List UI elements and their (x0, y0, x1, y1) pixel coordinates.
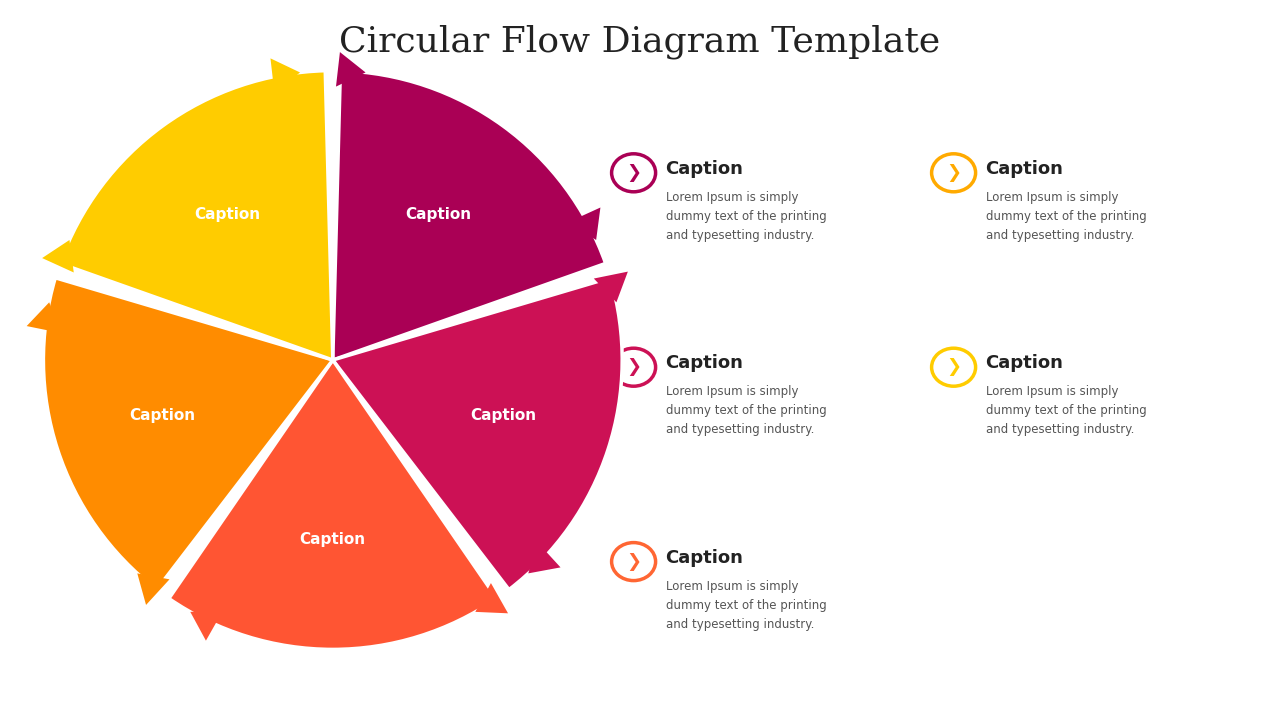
Polygon shape (27, 302, 60, 333)
Polygon shape (191, 611, 223, 641)
Text: Lorem Ipsum is simply
dummy text of the printing
and typesetting industry.: Lorem Ipsum is simply dummy text of the … (666, 191, 827, 242)
Text: ❯: ❯ (626, 553, 641, 570)
Text: Lorem Ipsum is simply
dummy text of the printing
and typesetting industry.: Lorem Ipsum is simply dummy text of the … (666, 580, 827, 631)
Wedge shape (333, 71, 605, 360)
Text: Lorem Ipsum is simply
dummy text of the printing
and typesetting industry.: Lorem Ipsum is simply dummy text of the … (986, 385, 1147, 436)
Text: ❯: ❯ (626, 163, 641, 181)
Polygon shape (137, 573, 169, 605)
Text: Caption: Caption (986, 354, 1064, 372)
Text: Caption: Caption (666, 354, 744, 372)
Text: ❯: ❯ (946, 358, 961, 376)
Wedge shape (60, 71, 333, 360)
Text: Caption: Caption (986, 160, 1064, 178)
Polygon shape (475, 583, 508, 613)
Wedge shape (169, 360, 497, 649)
Wedge shape (333, 278, 622, 590)
Text: Caption: Caption (300, 532, 366, 547)
Wedge shape (44, 278, 333, 590)
Polygon shape (335, 52, 366, 86)
Polygon shape (594, 271, 628, 302)
Polygon shape (529, 541, 561, 573)
Text: Caption: Caption (195, 207, 260, 222)
Text: Caption: Caption (666, 549, 744, 567)
Text: ❯: ❯ (946, 163, 961, 181)
Text: Caption: Caption (129, 408, 196, 423)
Polygon shape (270, 58, 300, 93)
Text: Caption: Caption (666, 160, 744, 178)
Text: Caption: Caption (470, 408, 536, 423)
Text: Lorem Ipsum is simply
dummy text of the printing
and typesetting industry.: Lorem Ipsum is simply dummy text of the … (666, 385, 827, 436)
Polygon shape (42, 240, 74, 272)
Text: Circular Flow Diagram Template: Circular Flow Diagram Template (339, 24, 941, 59)
Polygon shape (568, 207, 600, 240)
Text: Caption: Caption (406, 207, 471, 222)
Text: Lorem Ipsum is simply
dummy text of the printing
and typesetting industry.: Lorem Ipsum is simply dummy text of the … (986, 191, 1147, 242)
Text: ❯: ❯ (626, 358, 641, 376)
